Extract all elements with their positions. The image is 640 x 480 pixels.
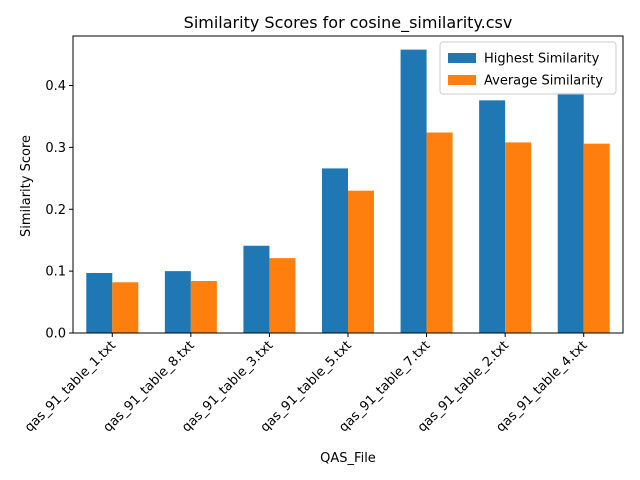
bar-average-7	[583, 143, 610, 333]
legend: Highest Similarity Average Similarity	[439, 41, 617, 95]
y-tick-label: 0.4	[45, 79, 66, 94]
bar-highest-7	[557, 92, 584, 333]
bar-highest-6	[479, 100, 506, 333]
bar-average-6	[505, 142, 532, 333]
y-tick-label: 0.1	[45, 265, 66, 280]
bar-highest-2	[164, 271, 191, 333]
bar-average-2	[190, 281, 217, 333]
y-tick-label: 0.2	[45, 203, 66, 218]
bar-highest-5	[400, 49, 427, 334]
x-axis-label: QAS_File	[320, 451, 376, 466]
legend-label: Highest Similarity	[484, 52, 600, 67]
y-axis-ticks: 0.0 0.1 0.2 0.3 0.4	[45, 79, 73, 342]
bar-average-1	[112, 282, 139, 333]
chart-title: Similarity Scores for cosine_similarity.…	[184, 13, 513, 33]
bars-group	[86, 49, 610, 334]
bar-highest-3	[243, 245, 270, 333]
bar-average-4	[348, 190, 374, 333]
legend-label: Average Similarity	[484, 74, 603, 89]
legend-box	[439, 41, 617, 95]
bar-average-5	[426, 132, 453, 333]
y-axis-label: Similarity Score	[19, 135, 34, 237]
legend-swatch	[448, 75, 476, 85]
bar-average-3	[269, 258, 296, 333]
legend-swatch	[448, 53, 476, 63]
y-tick-label: 0.3	[45, 141, 66, 156]
y-tick-label: 0.0	[45, 327, 66, 342]
bar-highest-4	[322, 168, 348, 333]
bar-highest-1	[86, 272, 113, 333]
